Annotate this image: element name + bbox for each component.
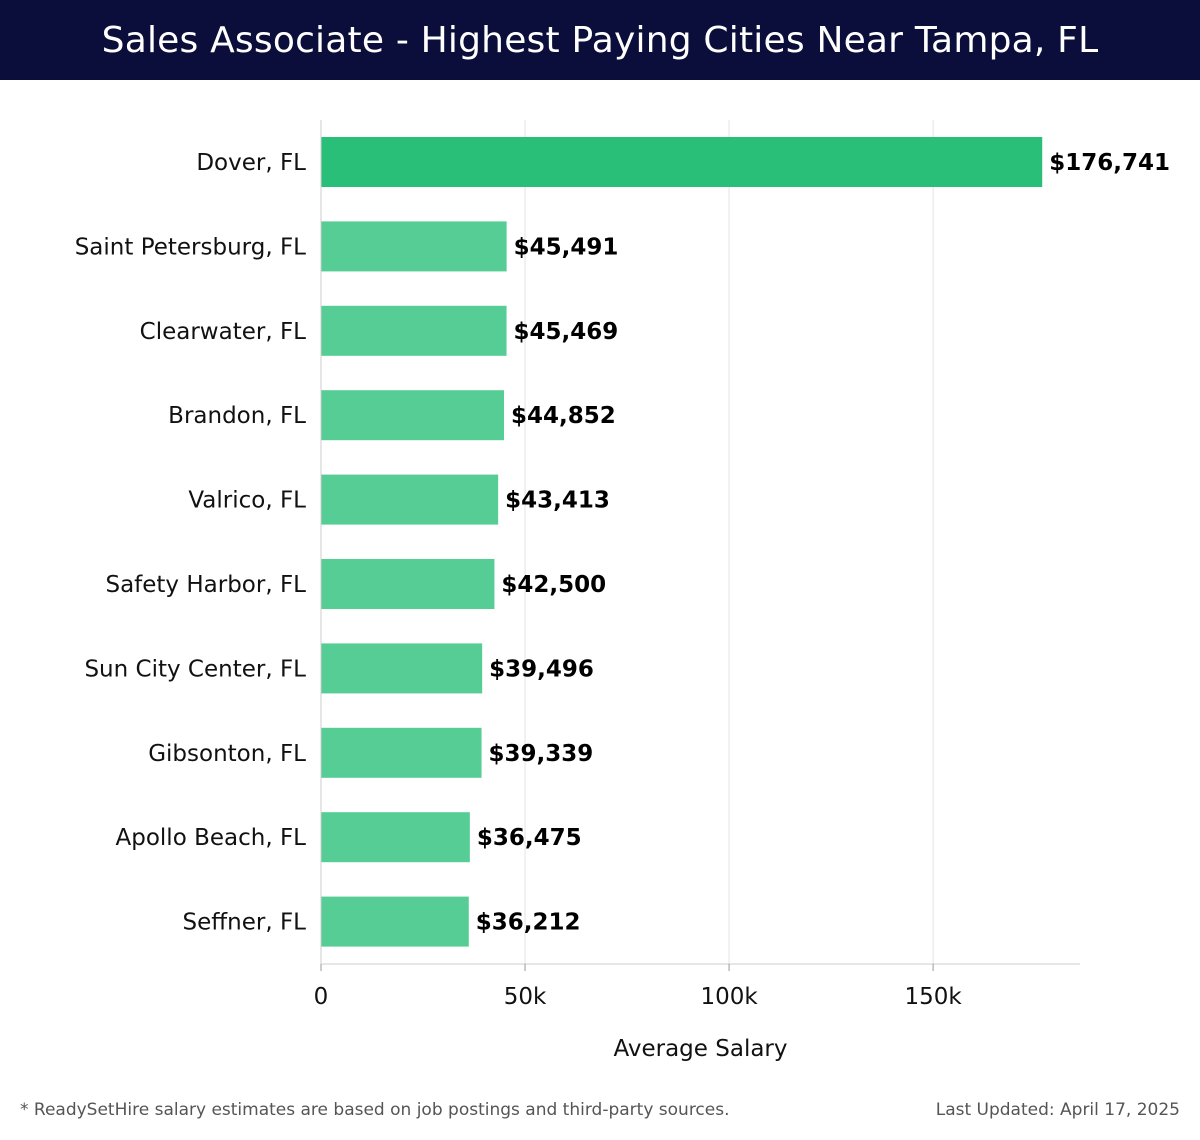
category-label: Seffner, FL — [183, 910, 307, 936]
x-tick-label: 100k — [700, 984, 758, 1010]
value-label: $44,852 — [511, 403, 616, 429]
category-label: Brandon, FL — [168, 403, 306, 429]
value-label: $43,413 — [505, 488, 610, 514]
value-label: $45,469 — [514, 319, 619, 345]
chart-title: Sales Associate - Highest Paying Cities … — [101, 19, 1099, 61]
category-label: Safety Harbor, FL — [105, 572, 306, 598]
bar — [321, 812, 470, 863]
category-label: Saint Petersburg, FL — [75, 234, 306, 260]
value-label: $176,741 — [1049, 150, 1170, 176]
bar — [321, 474, 499, 525]
value-label: $36,212 — [476, 910, 581, 936]
bar — [321, 221, 507, 272]
bar — [321, 390, 505, 441]
value-label: $42,500 — [501, 572, 606, 598]
category-label: Dover, FL — [196, 150, 306, 176]
value-label: $45,491 — [514, 234, 619, 260]
category-label: Gibsonton, FL — [148, 741, 306, 767]
category-label: Apollo Beach, FL — [116, 825, 307, 851]
x-tick-label: 0 — [314, 984, 329, 1010]
x-tick-label: 150k — [904, 984, 962, 1010]
bar — [321, 896, 469, 947]
x-axis-title: Average Salary — [613, 1036, 787, 1062]
bar — [321, 727, 482, 778]
footer-note: * ReadySetHire salary estimates are base… — [20, 1100, 730, 1120]
bar — [321, 559, 495, 609]
value-label: $36,475 — [477, 825, 582, 851]
x-tick-label: 50k — [504, 984, 547, 1010]
value-label: $39,496 — [489, 656, 594, 682]
chart-header: Sales Associate - Highest Paying Cities … — [0, 0, 1200, 80]
bar — [321, 643, 483, 694]
bar — [321, 137, 1043, 187]
category-label: Valrico, FL — [188, 488, 306, 514]
last-updated: Last Updated: April 17, 2025 — [935, 1100, 1180, 1120]
salary-bar-chart: Dover, FL $176,741 Saint Petersburg, FL $45… — [75, 120, 1170, 1062]
value-label: $39,339 — [489, 741, 594, 767]
bar — [321, 305, 507, 356]
category-label: Clearwater, FL — [140, 319, 307, 345]
category-label: Sun City Center, FL — [84, 656, 306, 682]
